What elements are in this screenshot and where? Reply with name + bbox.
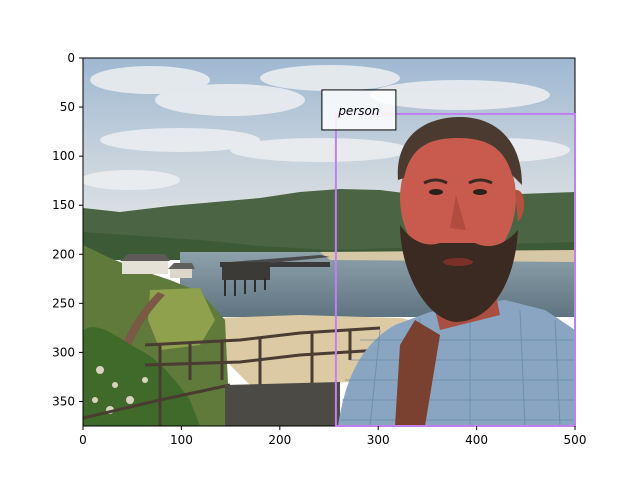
x-tick-label: 300 <box>367 433 390 447</box>
detection-label: person <box>337 104 379 118</box>
brow-left <box>423 178 448 185</box>
y-tick-label: 250 <box>52 296 75 310</box>
detection-box <box>334 112 576 427</box>
y-tick-label: 300 <box>52 345 75 359</box>
y-tick-label: 100 <box>52 149 75 163</box>
y-tick-label: 200 <box>52 247 75 261</box>
photo <box>83 58 575 426</box>
y-axis: 0 50 100 150 200 250 300 350 <box>52 51 83 408</box>
y-tick-label: 50 <box>60 100 75 114</box>
x-tick-label: 0 <box>79 433 87 447</box>
mouth <box>443 258 473 266</box>
shirt-collar-gap <box>395 320 440 426</box>
y-tick-label: 350 <box>52 394 75 408</box>
ear-right <box>515 189 525 222</box>
eye-left <box>429 189 443 195</box>
flowers <box>92 366 148 414</box>
nose <box>450 195 466 230</box>
detections: person <box>321 89 576 427</box>
grass-strip <box>148 288 215 350</box>
hair <box>397 116 522 185</box>
railing <box>83 326 381 426</box>
y-tick-label: 150 <box>52 198 75 212</box>
y-tick-label: 0 <box>67 51 75 65</box>
x-tick-label: 400 <box>465 433 488 447</box>
detection-label-box <box>321 89 397 131</box>
x-tick-label: 100 <box>170 433 193 447</box>
person <box>338 116 575 426</box>
x-tick-label: 200 <box>268 433 291 447</box>
beard <box>400 225 518 322</box>
eye-right <box>473 189 487 195</box>
face <box>400 126 516 270</box>
foliage <box>83 327 200 426</box>
x-axis: 0 100 200 300 400 500 <box>79 426 586 447</box>
bridge <box>220 255 330 296</box>
wall <box>225 382 340 426</box>
houses <box>120 254 195 278</box>
x-tick-label: 500 <box>564 433 587 447</box>
brow-right <box>468 178 493 185</box>
